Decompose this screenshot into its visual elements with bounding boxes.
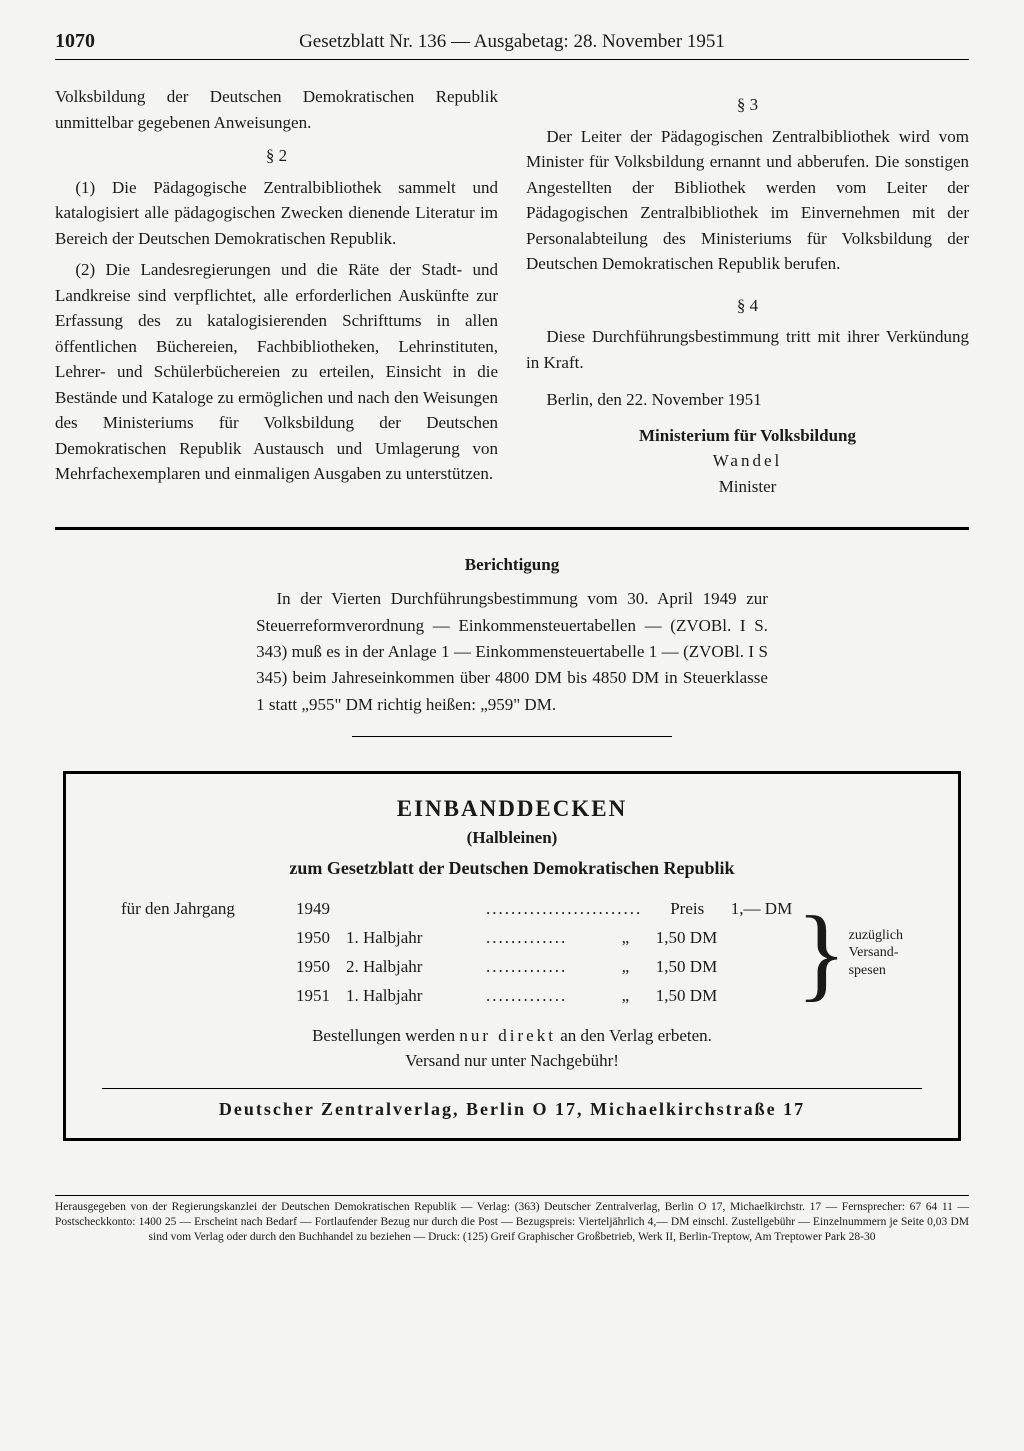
- price-label: „: [567, 953, 637, 982]
- price-lead: für den Jahrgang: [121, 895, 296, 924]
- price-year: 1950: [296, 953, 346, 982]
- brace-wrap: } zuzüglich Versand- spesen: [796, 906, 903, 1001]
- correction-heading: Berichtigung: [256, 552, 768, 578]
- ad-note-2: Versand nur unter Nachgebühr!: [405, 1051, 619, 1070]
- price-row: 1950 1. Halbjahr ............. „ 1,50 DM: [121, 924, 792, 953]
- signatory-role: Minister: [526, 474, 969, 500]
- ad-note-spaced: nur direkt: [459, 1026, 556, 1045]
- para-continuation: Volksbildung der Deutschen Demokratische…: [55, 84, 498, 135]
- ad-subtitle-1: (Halbleinen): [102, 828, 922, 848]
- brace-text: zuzüglich Versand- spesen: [849, 927, 903, 980]
- ad-footer: Deutscher Zentralverlag, Berlin O 17, Mi…: [102, 1099, 922, 1120]
- section-3-heading: § 3: [526, 92, 969, 118]
- ad-subtitle-2: zum Gesetzblatt der Deutschen Demokratis…: [102, 858, 922, 879]
- price-half: 1. Halbjahr: [346, 924, 486, 953]
- price-year: 1949: [296, 895, 346, 924]
- page-number: 1070: [55, 30, 135, 53]
- s2-para-1: (1) Die Pädagogische Zentralbibliothek s…: [55, 175, 498, 252]
- thin-separator: [352, 736, 672, 737]
- price-dots: .............: [486, 924, 567, 953]
- ad-note: Bestellungen werden nur direkt an den Ve…: [102, 1023, 922, 1074]
- left-column: Volksbildung der Deutschen Demokratische…: [55, 84, 498, 499]
- price-half: 1. Halbjahr: [346, 982, 486, 1011]
- price-amount: 1,— DM: [712, 895, 792, 924]
- price-year: 1950: [296, 924, 346, 953]
- price-half: 2. Halbjahr: [346, 953, 486, 982]
- ad-title: EINBANDDECKEN: [102, 796, 922, 822]
- price-row: 1950 2. Halbjahr ............. „ 1,50 DM: [121, 953, 792, 982]
- correction-section: Berichtigung In der Vierten Durchführung…: [256, 552, 768, 718]
- price-dots: .........................: [486, 895, 642, 924]
- divider-rule: [55, 527, 969, 530]
- section-4-heading: § 4: [526, 293, 969, 319]
- imprint-rule: [55, 1195, 969, 1196]
- correction-body: In der Vierten Durchführungsbestimmung v…: [256, 586, 768, 718]
- signature-block: Ministerium für Volksbildung Wandel Mini…: [526, 423, 969, 500]
- price-row: für den Jahrgang 1949 ..................…: [121, 895, 792, 924]
- date-line: Berlin, den 22. November 1951: [526, 387, 969, 413]
- s3-para: Der Leiter der Pädagogischen Zentralbibl…: [526, 124, 969, 277]
- price-label: „: [567, 982, 637, 1011]
- page-header: 1070 Gesetzblatt Nr. 136 — Ausgabetag: 2…: [55, 30, 969, 60]
- advertisement-box: EINBANDDECKEN (Halbleinen) zum Gesetzbla…: [63, 771, 961, 1141]
- price-dots: .............: [486, 982, 567, 1011]
- price-amount: 1,50 DM: [637, 924, 717, 953]
- price-label: „: [567, 924, 637, 953]
- price-area: für den Jahrgang 1949 ..................…: [102, 895, 922, 1011]
- price-dots: .............: [486, 953, 567, 982]
- price-amount: 1,50 DM: [637, 982, 717, 1011]
- section-2-heading: § 2: [55, 143, 498, 169]
- ad-note-1a: Bestellungen werden: [312, 1026, 459, 1045]
- price-amount: 1,50 DM: [637, 953, 717, 982]
- signatory-name: Wandel: [526, 448, 969, 474]
- ministry-name: Ministerium für Volksbildung: [526, 423, 969, 449]
- price-year: 1951: [296, 982, 346, 1011]
- ad-inner-rule: [102, 1088, 922, 1089]
- price-row: 1951 1. Halbjahr ............. „ 1,50 DM: [121, 982, 792, 1011]
- s2-para-2: (2) Die Landesregierungen und die Räte d…: [55, 257, 498, 487]
- imprint-text: Herausgegeben von der Regierungskanzlei …: [55, 1200, 969, 1245]
- price-lines: für den Jahrgang 1949 ..................…: [121, 895, 792, 1011]
- s4-para: Diese Durchführungsbestimmung tritt mit …: [526, 324, 969, 375]
- price-half: [346, 895, 486, 924]
- price-label: Preis: [642, 895, 712, 924]
- two-column-layout: Volksbildung der Deutschen Demokratische…: [55, 84, 969, 499]
- curly-brace-icon: }: [796, 906, 846, 1001]
- right-column: § 3 Der Leiter der Pädagogischen Zentral…: [526, 84, 969, 499]
- ad-note-1b: an den Verlag erbeten.: [556, 1026, 712, 1045]
- header-title: Gesetzblatt Nr. 136 — Ausgabetag: 28. No…: [135, 31, 889, 53]
